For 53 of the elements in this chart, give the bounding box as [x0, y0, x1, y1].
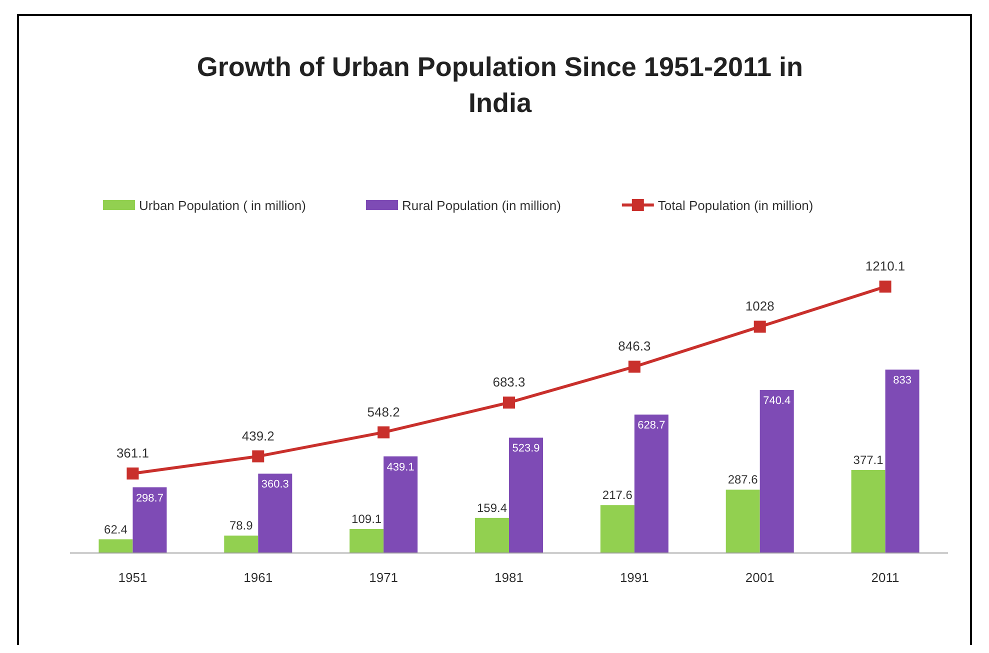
data-label: 217.6	[602, 488, 633, 502]
bar	[726, 490, 760, 553]
data-label: 377.1	[853, 452, 884, 467]
x-tick-label: 2011	[871, 570, 900, 585]
x-tick-label: 1951	[118, 570, 148, 585]
legend-label: Urban Population ( in million)	[139, 198, 306, 213]
x-tick-label: 1981	[494, 570, 524, 585]
bar	[634, 414, 668, 553]
data-label: 159.4	[476, 500, 508, 515]
data-label: 298.7	[136, 492, 164, 504]
bar	[350, 528, 384, 553]
bar	[509, 438, 543, 553]
point	[378, 426, 390, 438]
x-tick-label: 1971	[369, 570, 398, 585]
point	[879, 280, 892, 293]
data-label: 439.2	[242, 428, 274, 444]
bar	[600, 505, 634, 553]
point	[754, 320, 766, 333]
bar	[851, 470, 886, 553]
data-label: 523.9	[512, 442, 540, 455]
data-label: 360.3	[261, 478, 289, 491]
point	[628, 360, 640, 373]
data-label: 109.1	[352, 512, 382, 526]
data-label: 740.4	[763, 395, 791, 408]
data-label: 361.1	[116, 446, 149, 461]
point	[503, 396, 515, 409]
data-label: 78.9	[229, 518, 254, 533]
bar	[258, 474, 292, 553]
legend-label: Rural Population (in million)	[402, 198, 561, 213]
bar	[885, 370, 920, 553]
bar	[475, 518, 509, 553]
legend-label: Total Population (in million)	[658, 198, 814, 213]
bar	[224, 536, 258, 553]
data-label: 1210.1	[865, 258, 906, 274]
bar	[760, 390, 794, 553]
x-tick-label: 1961	[244, 570, 273, 585]
bar	[384, 456, 418, 553]
data-label: 62.4	[104, 522, 128, 536]
x-tick-label: 2001	[745, 570, 774, 585]
data-label: 833	[893, 374, 912, 387]
data-label: 683.3	[492, 374, 526, 390]
data-label: 548.2	[367, 404, 400, 420]
bar	[98, 539, 133, 553]
data-label: 1028	[745, 298, 774, 314]
x-tick-label: 1991	[620, 570, 649, 585]
data-label: 439.1	[386, 461, 414, 474]
chart-title: Growth of Urban Population Since 1951-2011 in India	[196, 52, 804, 118]
point	[252, 450, 264, 462]
data-label: 628.7	[638, 420, 666, 432]
bar	[132, 487, 167, 553]
data-label: 846.3	[618, 338, 651, 354]
data-label: 287.6	[728, 472, 758, 487]
point	[126, 468, 139, 480]
